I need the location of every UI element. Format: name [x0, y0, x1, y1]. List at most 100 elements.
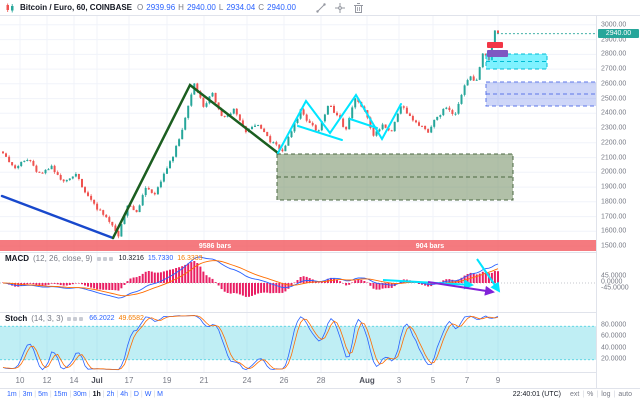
scale-options: ext |% | log | auto: [567, 391, 635, 398]
axis-label: 20.0000: [601, 355, 627, 363]
separator: |: [613, 391, 616, 398]
low-label: L: [218, 3, 224, 12]
time-axis-label: 3: [396, 376, 402, 385]
axis-label: 2400.00: [601, 109, 627, 117]
axis-label: -45.0000: [601, 284, 629, 292]
axis-label: 60.0000: [601, 332, 627, 340]
axis-label: 45.0000: [601, 272, 627, 280]
timeframe-button-W[interactable]: W: [144, 391, 152, 398]
scale-option-%[interactable]: %: [587, 391, 594, 398]
low-value: 2934.04: [226, 3, 256, 12]
stoch-legend: Stoch (14, 3, 3) 66.2022 49.6582: [5, 314, 144, 323]
separator: |: [116, 391, 119, 398]
timeframe-button-D[interactable]: D: [133, 391, 139, 398]
scale-option-ext[interactable]: ext: [569, 391, 580, 398]
axis-label: 2500.00: [601, 95, 627, 103]
trash-icon[interactable]: [353, 2, 364, 14]
stoch-k-value: 66.2022: [89, 315, 115, 322]
axis-label: 2600.00: [601, 80, 627, 88]
candlestick-icon: [5, 3, 15, 13]
close-label: C: [258, 3, 265, 12]
macd-legend: MACD (12, 26, close, 9) 10.3216 15.7330 …: [5, 254, 203, 263]
axis-label: 2900.00: [601, 36, 627, 44]
chart-header: Bitcoin / Euro, 60, COINBASE O 2939.96 H…: [0, 0, 640, 16]
axis-label: 1700.00: [601, 213, 627, 221]
axis-label: 1800.00: [601, 198, 627, 206]
time-axis-label: 21: [199, 376, 209, 385]
separator: |: [140, 391, 143, 398]
high-label: H: [178, 3, 184, 12]
separator: |: [582, 391, 585, 398]
axis-label: 2800.00: [601, 50, 627, 58]
stoch-d-value: 49.6582: [118, 315, 144, 322]
stoch-title[interactable]: Stoch: [5, 314, 28, 323]
ohlc-values: O 2939.96 H 2940.00 L 2934.04 C 2940.00: [137, 3, 296, 12]
chart-tools: [315, 2, 364, 14]
separator: |: [34, 391, 37, 398]
stochastic-pane[interactable]: Stoch (14, 3, 3) 66.2022 49.6582: [0, 312, 596, 372]
stoch-params: (14, 3, 3): [31, 314, 64, 323]
axis-label: 2700.00: [601, 65, 627, 73]
axis-label: 2000.00: [601, 168, 627, 176]
timeframe-button-3m[interactable]: 3m: [22, 391, 33, 398]
macd-title[interactable]: MACD: [5, 254, 29, 263]
axis-label: 1600.00: [601, 227, 627, 235]
main-price-pane[interactable]: 9586 bars 904 bars: [0, 16, 596, 252]
timeframe-button-M[interactable]: M: [157, 391, 164, 398]
separator: |: [69, 391, 72, 398]
macd-params: (12, 26, close, 9): [33, 254, 93, 263]
bottom-toolbar: 1m | 3m | 5m | 15m | 30m | 1h | 2h | 4h | D | W | M 22:40:01…: [0, 388, 640, 400]
time-axis-label: 24: [242, 376, 252, 385]
timeframe-buttons: 1m | 3m | 5m | 15m | 30m | 1h | 2h | 4h | D | W | M: [5, 391, 165, 398]
time-axis-label: 14: [69, 376, 79, 385]
scale-option-log[interactable]: log: [601, 391, 611, 398]
indicator-options-icons[interactable]: [67, 314, 85, 323]
time-axis-label: 19: [162, 376, 172, 385]
macd-signal-value: 16.3333: [177, 255, 203, 262]
macd-pane[interactable]: MACD (12, 26, close, 9) 10.3216 15.7330 …: [0, 252, 596, 312]
axis-label: 2100.00: [601, 154, 627, 162]
timeframe-button-1m[interactable]: 1m: [7, 391, 17, 398]
axis-label: 0.0000: [601, 278, 623, 286]
scale-option-auto[interactable]: auto: [618, 391, 632, 398]
axis-label: 1500.00: [601, 242, 627, 250]
time-axis-label: 10: [15, 376, 25, 385]
svg-text:904 bars: 904 bars: [416, 243, 445, 250]
timeframe-button-5m[interactable]: 5m: [38, 391, 48, 398]
timeframe-button-30m[interactable]: 30m: [73, 391, 87, 398]
axis-label: 40.0000: [601, 344, 627, 352]
clock: 22:40:01 (UTC): [512, 391, 561, 398]
svg-text:9586 bars: 9586 bars: [199, 243, 231, 250]
separator: |: [49, 391, 52, 398]
time-axis-label: 12: [42, 376, 52, 385]
time-axis[interactable]: 10 12 14 Jul 17 19 21 24 26 28 Aug 3 5 7 9: [0, 372, 596, 388]
timeframe-button-1h[interactable]: 1h: [92, 391, 101, 398]
time-axis-label: 5: [430, 376, 436, 385]
separator: |: [596, 391, 599, 398]
symbol-title[interactable]: Bitcoin / Euro, 60, COINBASE: [20, 3, 133, 12]
crosshair-tool-icon[interactable]: [334, 2, 346, 14]
separator: |: [130, 391, 132, 398]
timeframe-button-15m[interactable]: 15m: [53, 391, 68, 398]
separator: |: [102, 391, 105, 398]
axis-label: 2200.00: [601, 139, 627, 147]
price-axis[interactable]: 3000.00 2900.00 2800.00 2700.00 2600.00 2500.…: [596, 16, 640, 388]
macd-line-value: 15.7330: [147, 255, 174, 262]
indicator-options-icons[interactable]: [96, 254, 115, 263]
macd-canvas[interactable]: [0, 253, 596, 312]
axis-label: 3000.00: [601, 21, 627, 29]
timeframe-button-2h[interactable]: 2h: [106, 391, 115, 398]
time-axis-label: 9: [495, 376, 501, 385]
trend-line-tool-icon[interactable]: [315, 2, 327, 14]
open-value: 2939.96: [146, 3, 176, 12]
time-axis-label: 26: [279, 376, 289, 385]
time-axis-label: 7: [464, 376, 470, 385]
main-chart-canvas[interactable]: 9586 bars 904 bars: [0, 16, 596, 252]
time-axis-label: Jul: [91, 376, 103, 385]
stochastic-canvas[interactable]: [0, 313, 596, 372]
timeframe-button-4h[interactable]: 4h: [120, 391, 129, 398]
time-axis-label: Aug: [359, 376, 375, 385]
separator: |: [18, 391, 21, 398]
close-value: 2940.00: [267, 3, 296, 12]
